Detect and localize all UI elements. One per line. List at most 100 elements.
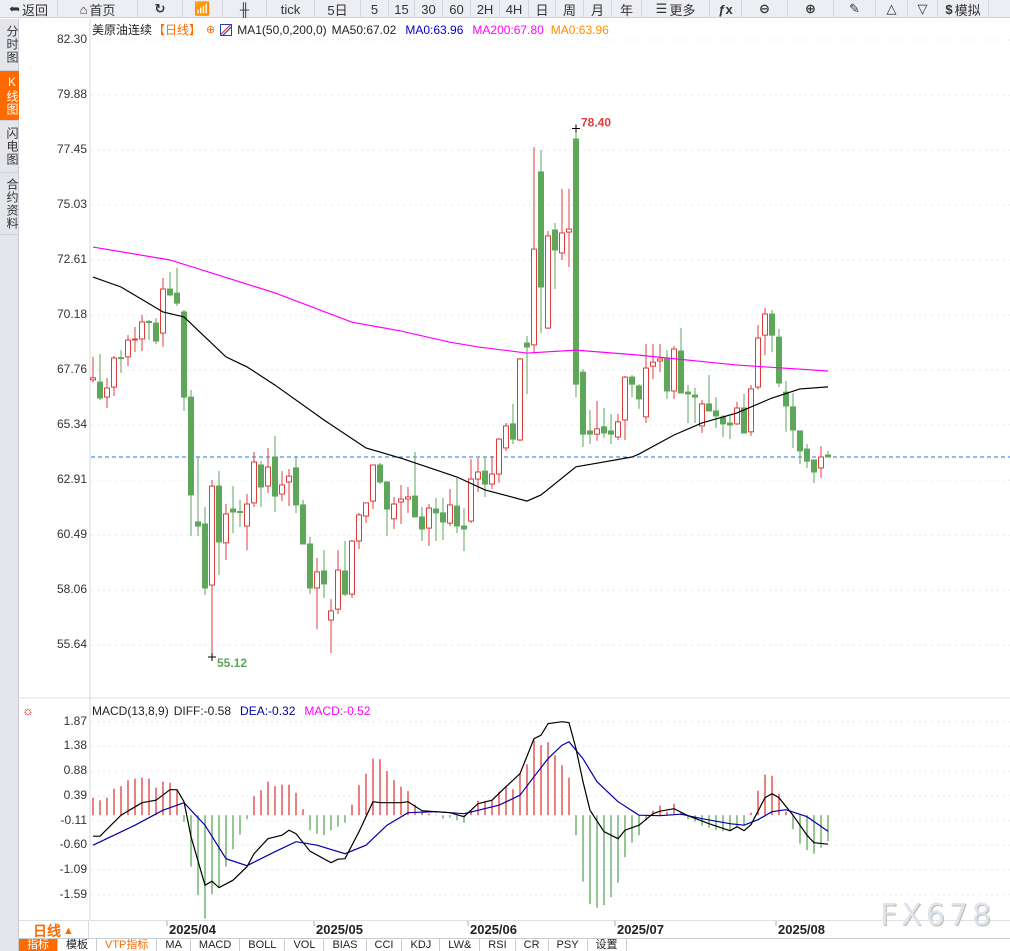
candle-up [314, 571, 320, 589]
tab-13[interactable]: PSY [549, 939, 588, 951]
toolbar-button-zoom-out[interactable]: ⊖ [742, 0, 788, 18]
toolbar-button-item-9[interactable]: 30 [415, 0, 443, 18]
dollar-icon: $ [945, 1, 953, 17]
toolbar-label: 5日 [327, 2, 348, 18]
macd-tick-label: 0.39 [63, 787, 87, 802]
tab-4[interactable]: MACD [191, 939, 241, 951]
toolbar-button-refresh[interactable]: ↻ [138, 0, 183, 18]
toolbar-button-item-12[interactable]: 4H [500, 0, 529, 18]
candle-down [482, 470, 488, 485]
candle-down [727, 422, 733, 426]
tab-2[interactable]: VTP指标 [97, 939, 158, 951]
toolbar-button-item-1[interactable]: ⌂ 首页 [58, 0, 138, 18]
crosshair-toggle-icon[interactable]: ⊕ [206, 24, 216, 36]
menu-icon: ☰ [655, 1, 668, 16]
candle-up [566, 228, 572, 233]
candle-down [153, 322, 159, 342]
ma50-line [92, 276, 829, 502]
price-tick-label: 72.61 [56, 251, 87, 266]
toolbar-label: 年 [619, 2, 633, 18]
toolbar-button-function[interactable]: ƒx [710, 0, 742, 18]
candle-up [349, 540, 355, 595]
tab-3[interactable]: MA [157, 939, 191, 951]
price-tick-label: 62.91 [56, 472, 87, 487]
toolbar-label: 首页 [89, 2, 116, 18]
period-label: 【日线】 [153, 23, 202, 37]
toolbar-button-pen[interactable]: ✎ [834, 0, 876, 18]
macd-tick-label: 1.87 [63, 713, 87, 728]
candle-down [783, 391, 789, 407]
toolbar-button-zoom-in[interactable]: ⊕ [788, 0, 834, 18]
candle-up [615, 421, 621, 438]
tab-11[interactable]: RSI [480, 939, 516, 951]
diff-line [93, 721, 829, 889]
tab-1[interactable]: 模板 [58, 939, 97, 951]
toolbar-button-item-11[interactable]: 2H [471, 0, 500, 18]
candle-up [286, 475, 292, 483]
tab-12[interactable]: CR [516, 939, 549, 951]
toolbar-label: 周 [562, 2, 576, 18]
toolbar-button-item-13[interactable]: 日 [529, 0, 556, 18]
toolbar-button-candlestick[interactable]: ╫ [223, 0, 267, 18]
dea-line [92, 740, 829, 867]
ma-config: MA1(50,0,200,0) [237, 22, 327, 37]
tab-5[interactable]: BOLL [240, 939, 286, 951]
candle-up [447, 504, 453, 524]
price-tick-label: 60.49 [56, 527, 87, 542]
sidebar-item-timeshare[interactable]: 分时图 [0, 19, 19, 71]
candle-up [251, 461, 257, 504]
sidebar-item-contract-info[interactable]: 合约资料 [0, 173, 19, 235]
candle-up [496, 438, 502, 475]
candle-up [279, 484, 285, 495]
tab-14[interactable]: 设置 [588, 939, 627, 951]
candle-down [300, 504, 306, 545]
candle-up [405, 496, 411, 500]
toolbar-button-item-8[interactable]: 15 [389, 0, 415, 18]
sidebar-item-flash[interactable]: 闪电图 [0, 121, 19, 173]
toolbar-button-bar-chart[interactable]: 📶 [183, 0, 223, 18]
period-selector[interactable]: 日线 ▲ [19, 921, 89, 940]
tab-9[interactable]: KDJ [402, 939, 441, 951]
toolbar-button-item-14[interactable]: 周 [556, 0, 584, 18]
toolbar-button-item-16[interactable]: 年 [612, 0, 642, 18]
tab-10[interactable]: LW& [440, 939, 481, 951]
toolbar-button-item-17[interactable]: ☰ 更多 [642, 0, 710, 18]
candle-up [398, 498, 404, 503]
candle-down [629, 376, 635, 385]
candle-down [825, 454, 831, 458]
candle-up [356, 514, 362, 542]
price-tick-label: 79.88 [56, 86, 87, 101]
toolbar-button-item-0[interactable]: ➦ 返回 [0, 0, 58, 18]
candle-up [643, 367, 649, 418]
candle-up [370, 464, 376, 502]
toolbar-button-item-6[interactable]: 5日 [315, 0, 361, 18]
candle-up [650, 361, 656, 367]
refresh-icon: ↻ [154, 1, 166, 16]
candle-up [559, 232, 565, 254]
toolbar-button-item-24[interactable]: $ 模拟 [938, 0, 989, 18]
candle-up [244, 503, 250, 527]
candle-down [804, 448, 810, 462]
sidebar-item-kline[interactable]: K线图 [0, 71, 19, 121]
candle-up [475, 471, 481, 480]
toolbar-button-item-5[interactable]: tick [267, 0, 315, 18]
toolbar-button-item-7[interactable]: 5 [361, 0, 389, 18]
toolbar-button-item-15[interactable]: 月 [584, 0, 612, 18]
candle-down [181, 311, 187, 398]
macd-tick-label: -1.59 [59, 886, 87, 901]
candle-up [265, 466, 271, 487]
candle-down [706, 403, 712, 412]
candle-up [125, 339, 131, 358]
tab-0[interactable]: 指标 [19, 939, 58, 951]
tab-8[interactable]: CCI [367, 939, 403, 951]
toolbar-button-item-10[interactable]: 60 [443, 0, 471, 18]
tab-6[interactable]: VOL [285, 939, 325, 951]
toolbar-button-up-triangle[interactable]: △ [876, 0, 908, 18]
indicator-chart-icon[interactable] [220, 23, 233, 36]
macd-settings-icon[interactable]: ☼ [22, 703, 34, 718]
candle-up [90, 377, 96, 381]
tab-7[interactable]: BIAS [324, 939, 367, 951]
candle-down [685, 391, 691, 395]
toolbar-button-down-triangle[interactable]: ▽ [908, 0, 938, 18]
